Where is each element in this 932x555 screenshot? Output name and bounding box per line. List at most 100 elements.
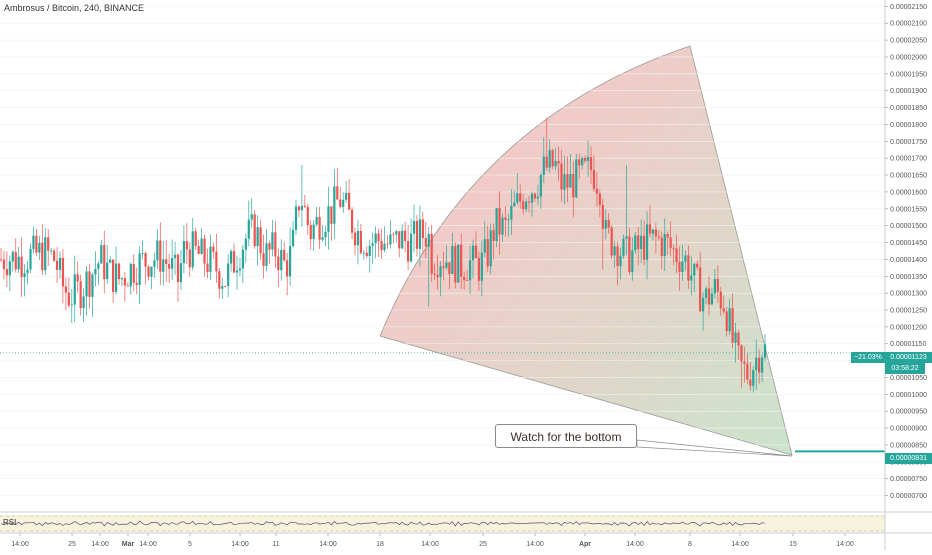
- candle-body: [495, 207, 498, 242]
- candle-body: [103, 245, 106, 280]
- candle-body: [371, 243, 374, 246]
- candle-body: [262, 253, 265, 266]
- candle-body: [398, 231, 401, 249]
- candle-body: [194, 231, 197, 246]
- annotation-pointer: [636, 439, 793, 457]
- target-price-badge: 0.00000831: [885, 453, 932, 464]
- candle-body: [135, 282, 138, 285]
- candle-body: [206, 263, 209, 272]
- candle-body: [345, 192, 348, 200]
- candle-body: [64, 286, 67, 293]
- time-tick-label: 14:00: [526, 541, 544, 548]
- price-tick-label: 0.00001750: [890, 139, 927, 146]
- price-tick-label: 0.00001950: [890, 71, 927, 78]
- candle-body: [277, 256, 280, 271]
- rsi-line: [0, 520, 766, 527]
- candle-body: [477, 258, 480, 281]
- chart-title: Ambrosus / Bitcoin, 240, BINANCE: [4, 3, 145, 13]
- candle-body: [589, 157, 593, 171]
- candle-body: [20, 256, 23, 278]
- candle-body: [451, 246, 454, 275]
- price-tick-label: 0.00002000: [890, 54, 927, 61]
- candle-body: [238, 268, 242, 271]
- candle-body: [55, 260, 59, 270]
- candle-body: [710, 293, 714, 305]
- time-tick-label: Apr: [579, 541, 591, 548]
- candle-body: [383, 243, 386, 251]
- time-tick-label: 14:00: [11, 541, 29, 548]
- countdown-badge: 03:58:22: [885, 363, 925, 374]
- candle-body: [97, 263, 100, 269]
- candle-body: [309, 225, 312, 240]
- candle-body: [740, 345, 743, 362]
- candle-body: [660, 237, 663, 257]
- candle-body: [232, 251, 236, 273]
- current-price-badge: 0.00001123: [885, 352, 932, 363]
- candle-body: [321, 237, 324, 240]
- candle-body: [761, 357, 764, 373]
- candle-body: [362, 252, 365, 254]
- candle-body: [533, 193, 537, 199]
- candle-body: [197, 245, 200, 254]
- candle-body: [548, 150, 551, 168]
- candle-body: [457, 244, 460, 283]
- candle-body: [38, 242, 41, 253]
- candle-body: [147, 266, 150, 277]
- candle-body: [244, 238, 247, 250]
- candle-body: [696, 263, 699, 268]
- candle-body: [415, 220, 419, 249]
- candle-body: [749, 379, 752, 386]
- candle-body: [551, 150, 554, 167]
- candle-body: [519, 193, 522, 202]
- annotation-callout[interactable]: Watch for the bottom: [495, 424, 637, 448]
- time-tick-label: 14:00: [836, 541, 854, 548]
- price-tick-label: 0.00000950: [890, 409, 927, 416]
- candle-body: [112, 259, 115, 292]
- candle-body: [501, 217, 504, 235]
- price-tick-label: 0.00001400: [890, 257, 927, 264]
- candle-body: [486, 239, 489, 267]
- time-tick-label: 8: [688, 541, 692, 548]
- candle-body: [522, 201, 525, 210]
- percent-change-badge: −21.03%: [851, 352, 885, 363]
- candle-body: [516, 193, 519, 203]
- candle-body: [280, 249, 283, 271]
- candle-body: [530, 193, 534, 203]
- candle-body: [88, 271, 91, 297]
- candle-body: [554, 161, 557, 167]
- candle-body: [716, 279, 719, 292]
- candle-body: [250, 214, 253, 220]
- price-tick-label: 0.00001700: [890, 156, 927, 163]
- candle-body: [348, 192, 351, 210]
- candle-body: [592, 170, 596, 189]
- candle-body: [598, 193, 601, 205]
- candle-body: [365, 252, 368, 257]
- candle-body: [176, 254, 180, 283]
- candle-body: [466, 280, 469, 281]
- candle-body: [536, 196, 539, 199]
- candle-body: [404, 230, 407, 242]
- candle-body: [253, 214, 256, 247]
- candle-body: [737, 332, 740, 346]
- candle-body: [572, 174, 575, 198]
- candle-body: [0, 259, 3, 261]
- price-tick-label: 0.00001850: [890, 105, 927, 112]
- price-tick-label: 0.00001200: [890, 324, 927, 331]
- candle-body: [132, 263, 135, 283]
- candle-body: [746, 363, 749, 380]
- price-tick-label: 0.00001600: [890, 189, 927, 196]
- candle-body: [353, 232, 357, 246]
- rsi-indicator-label[interactable]: RSI: [3, 518, 17, 527]
- candle-body: [300, 205, 303, 211]
- candle-body: [743, 361, 746, 364]
- candle-body: [448, 262, 451, 275]
- candle-body: [339, 199, 342, 207]
- price-tick-label: 0.00001650: [890, 173, 927, 180]
- candle-body: [241, 249, 244, 269]
- candle-body: [601, 204, 604, 229]
- time-tick-label: 5: [188, 541, 192, 548]
- time-tick-label: 14:00: [319, 541, 337, 548]
- candle-body: [182, 241, 185, 264]
- candle-body: [171, 258, 174, 269]
